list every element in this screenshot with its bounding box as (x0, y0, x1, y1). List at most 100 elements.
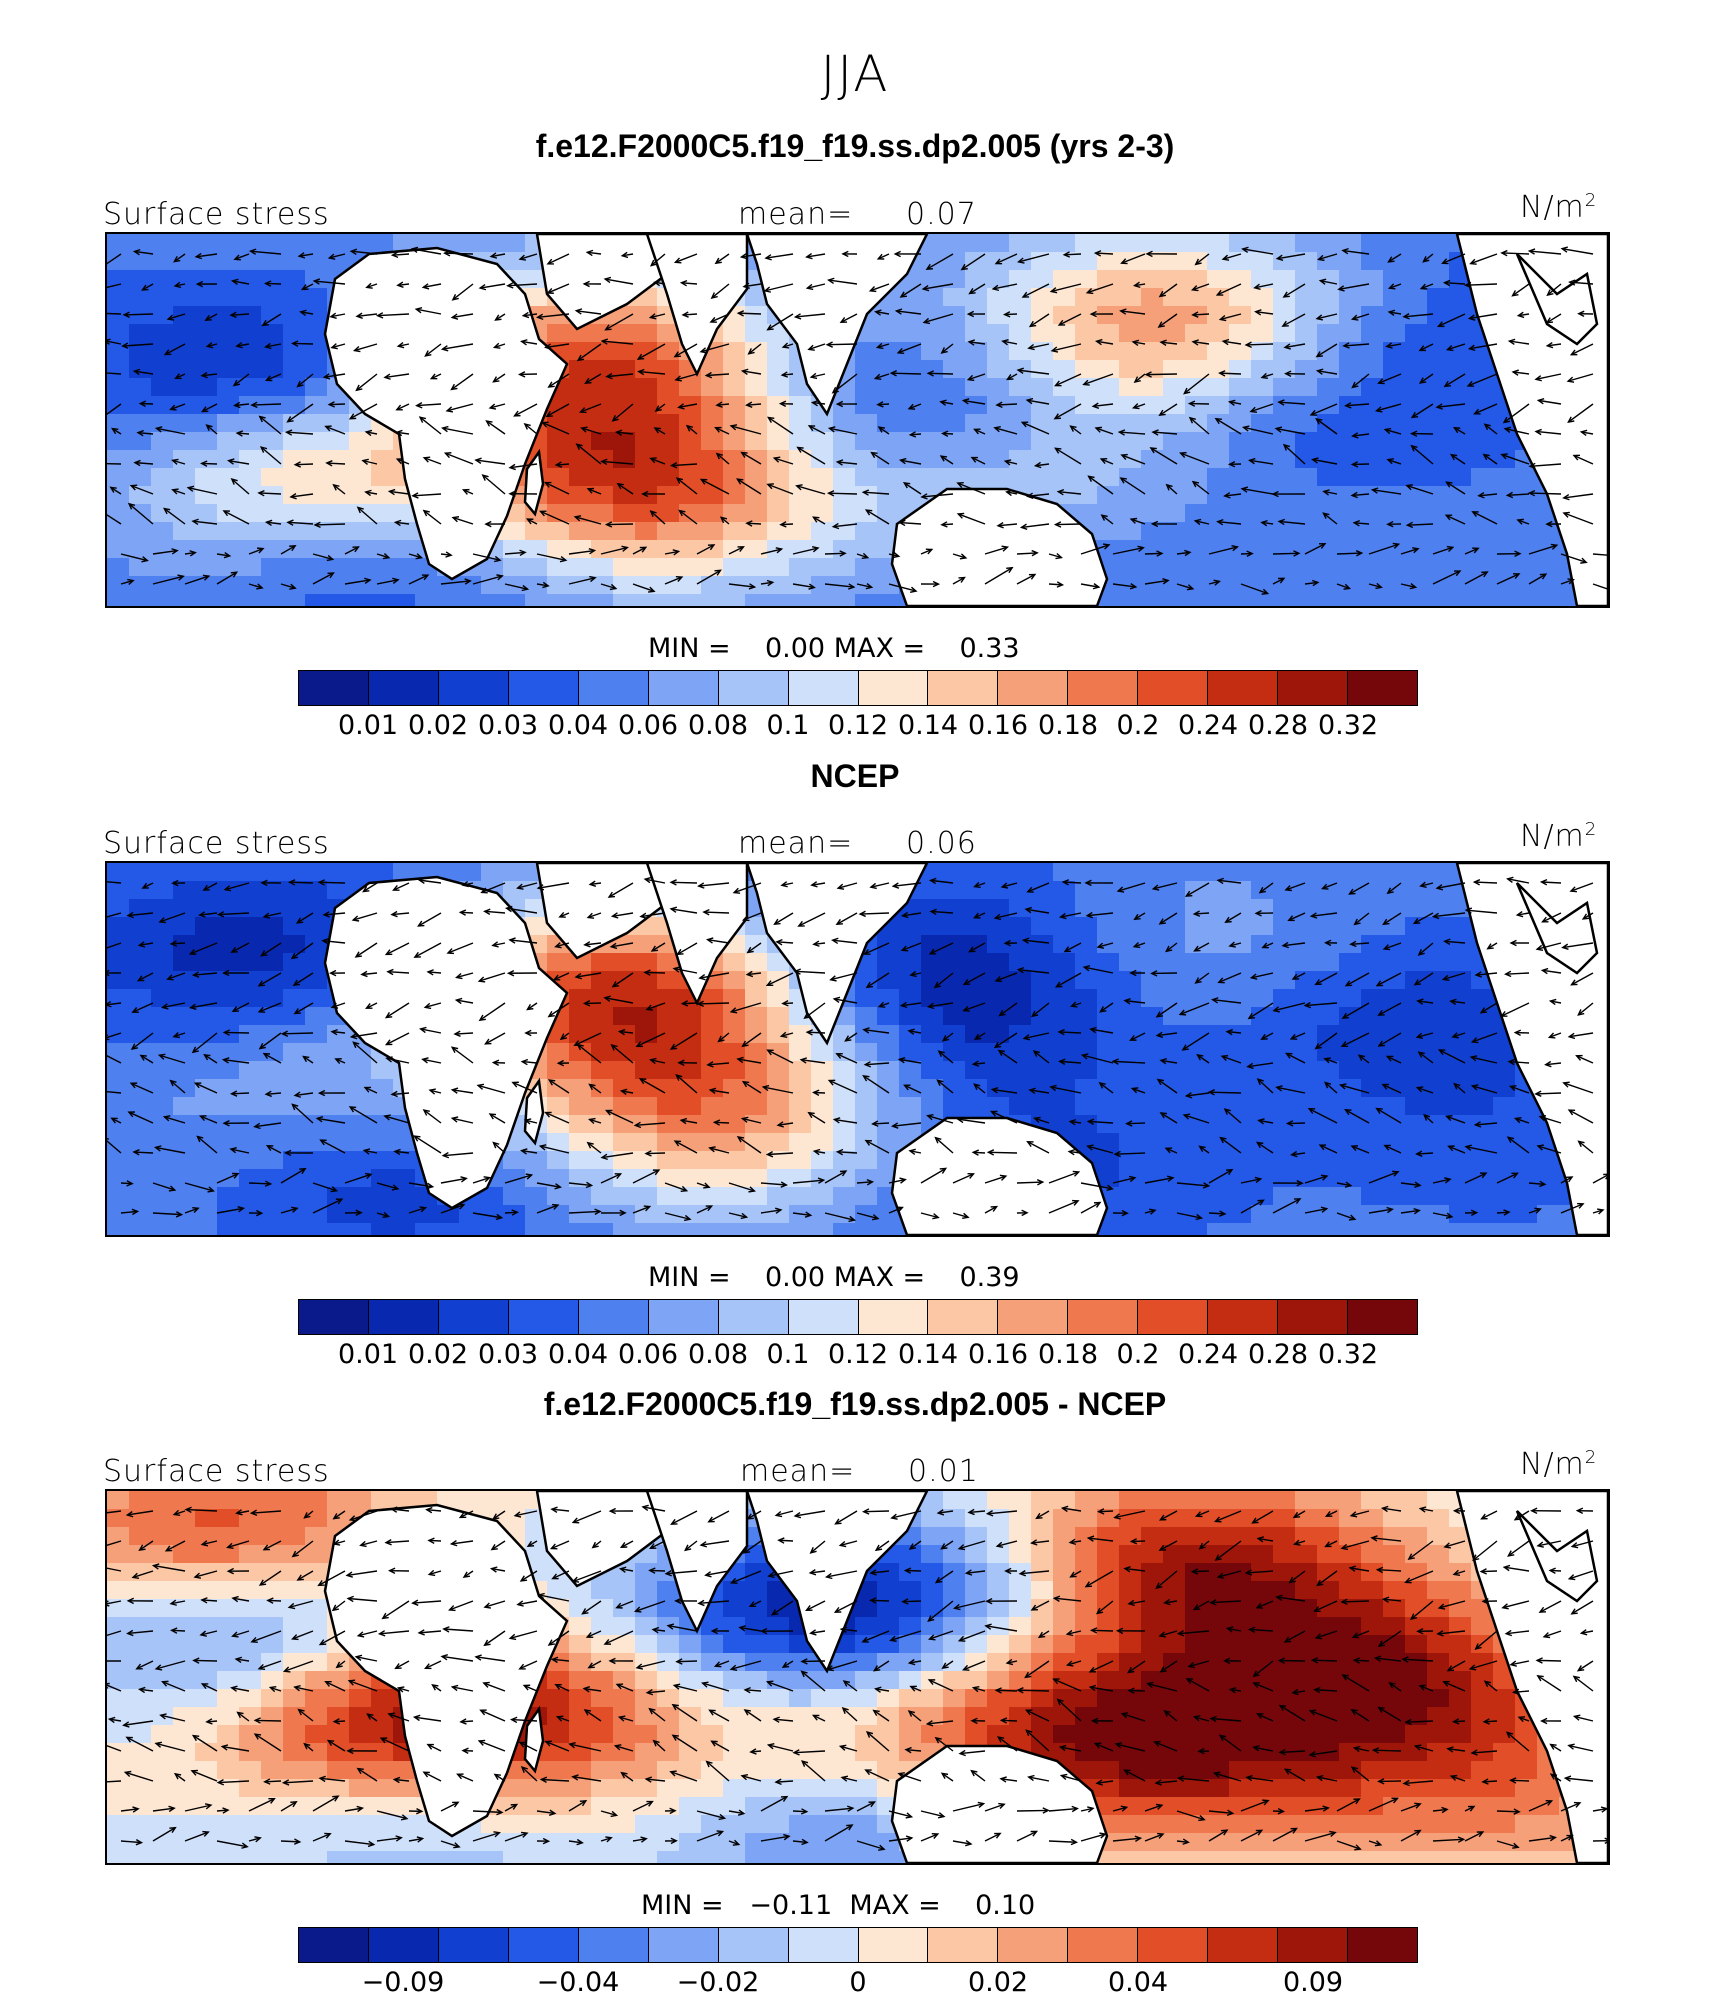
wind-vector (1535, 373, 1562, 381)
wind-vector (323, 912, 346, 916)
heatmap-cell (283, 989, 306, 1008)
heatmap-cell (1009, 432, 1032, 451)
wind-vector-head (1228, 941, 1236, 948)
heatmap-cell (217, 1097, 240, 1116)
wind-vector-head (230, 571, 239, 578)
heatmap-cell (899, 414, 922, 433)
heatmap-cell (789, 1151, 812, 1170)
heatmap-cell (855, 1025, 878, 1044)
heatmap-cell (217, 1079, 240, 1098)
wind-vector (1064, 942, 1082, 953)
wind-vector-head (748, 583, 757, 590)
wind-vector-head (332, 483, 340, 491)
wind-vector (781, 1032, 794, 1037)
heatmap-cell (283, 522, 306, 541)
heatmap-cell (1229, 324, 1252, 343)
wind-vector-head (198, 1115, 207, 1122)
wind-vector (394, 1150, 410, 1154)
wind-vector (472, 553, 501, 561)
heatmap-cell (1163, 468, 1186, 487)
heatmap-cell (943, 234, 966, 253)
wind-vector (703, 911, 730, 914)
wind-vector (1416, 1032, 1434, 1038)
heatmap-cell (1097, 306, 1120, 325)
heatmap-cell (943, 881, 966, 900)
wind-vector (287, 403, 314, 423)
wind-vector (258, 972, 282, 987)
heatmap-cell (1031, 935, 1054, 954)
heatmap-cell (283, 306, 306, 325)
wind-vector-head (844, 1035, 852, 1042)
heatmap-cell (745, 1133, 768, 1152)
heatmap-cell (899, 953, 922, 972)
wind-vector-head (1377, 1009, 1385, 1016)
wind-vector (1436, 403, 1466, 408)
wind-vector-head (355, 384, 363, 392)
wind-vector (1444, 940, 1466, 944)
wind-vector-head (1550, 543, 1559, 550)
heatmap-cell (1119, 899, 1142, 918)
wind-vector-head (611, 981, 619, 988)
wind-vector-head (230, 478, 238, 485)
wind-vector (1025, 908, 1050, 914)
wind-vector (781, 882, 794, 886)
heatmap-cell (1119, 540, 1142, 559)
wind-vector (1573, 454, 1594, 465)
wind-vector (1257, 1078, 1274, 1094)
wind-vector-head (1482, 453, 1490, 461)
heatmap-cell (1185, 252, 1208, 271)
heatmap-cell (1185, 468, 1208, 487)
heatmap-cell (1427, 863, 1450, 882)
wind-vector (172, 489, 186, 495)
heatmap-cell (635, 360, 658, 379)
heatmap-cell (811, 486, 834, 505)
heatmap-cell (745, 450, 768, 469)
wind-vector (1035, 463, 1050, 467)
wind-vector-head (1186, 584, 1195, 591)
wind-vector-head (1324, 939, 1332, 947)
heatmap-cell (1119, 486, 1142, 505)
heatmap-cell (921, 450, 944, 469)
wind-vector (456, 999, 474, 1004)
heatmap-cell (217, 917, 240, 936)
heatmap-cell (459, 863, 482, 882)
wind-vector (1535, 1092, 1562, 1095)
wind-vector (1340, 1084, 1370, 1094)
heatmap-cell (129, 863, 152, 882)
wind-vector (1560, 553, 1587, 564)
wind-vector (170, 1080, 186, 1094)
heatmap-cell (1383, 989, 1406, 1008)
wind-vector-head (956, 481, 964, 488)
heatmap-cell (723, 378, 746, 397)
wind-vector (1496, 573, 1520, 585)
heatmap-cell (151, 558, 174, 577)
wind-vector-head (535, 313, 544, 321)
wind-vector (1243, 426, 1274, 435)
heatmap-cell (1009, 396, 1032, 415)
wind-vector (1480, 1002, 1498, 1014)
wind-vector (547, 283, 570, 294)
wind-vector (957, 513, 986, 525)
wind-vector-head (934, 1136, 942, 1144)
heatmap-cell (591, 1223, 614, 1235)
heatmap-cell (349, 1043, 372, 1062)
heatmap-cell (701, 360, 724, 379)
heatmap-cell (305, 288, 328, 307)
wind-vector-head (327, 572, 335, 579)
wind-vector (223, 1059, 250, 1064)
wind-vector-head (766, 483, 774, 490)
heatmap-cell (305, 252, 328, 271)
heatmap-cell (855, 1007, 878, 1026)
wind-vector (814, 1150, 826, 1154)
heatmap-cell (591, 432, 614, 451)
heatmap-cell (349, 1115, 372, 1134)
heatmap-cell (173, 1007, 196, 1026)
wind-vector (1529, 250, 1562, 255)
heatmap-cell (1295, 899, 1318, 918)
wind-vector-head (876, 253, 885, 260)
wind-vector (546, 403, 570, 417)
wind-vector (489, 403, 506, 409)
heatmap-cell (327, 1115, 350, 1134)
wind-vector-head (171, 548, 179, 555)
wind-vector-head (1158, 409, 1166, 417)
